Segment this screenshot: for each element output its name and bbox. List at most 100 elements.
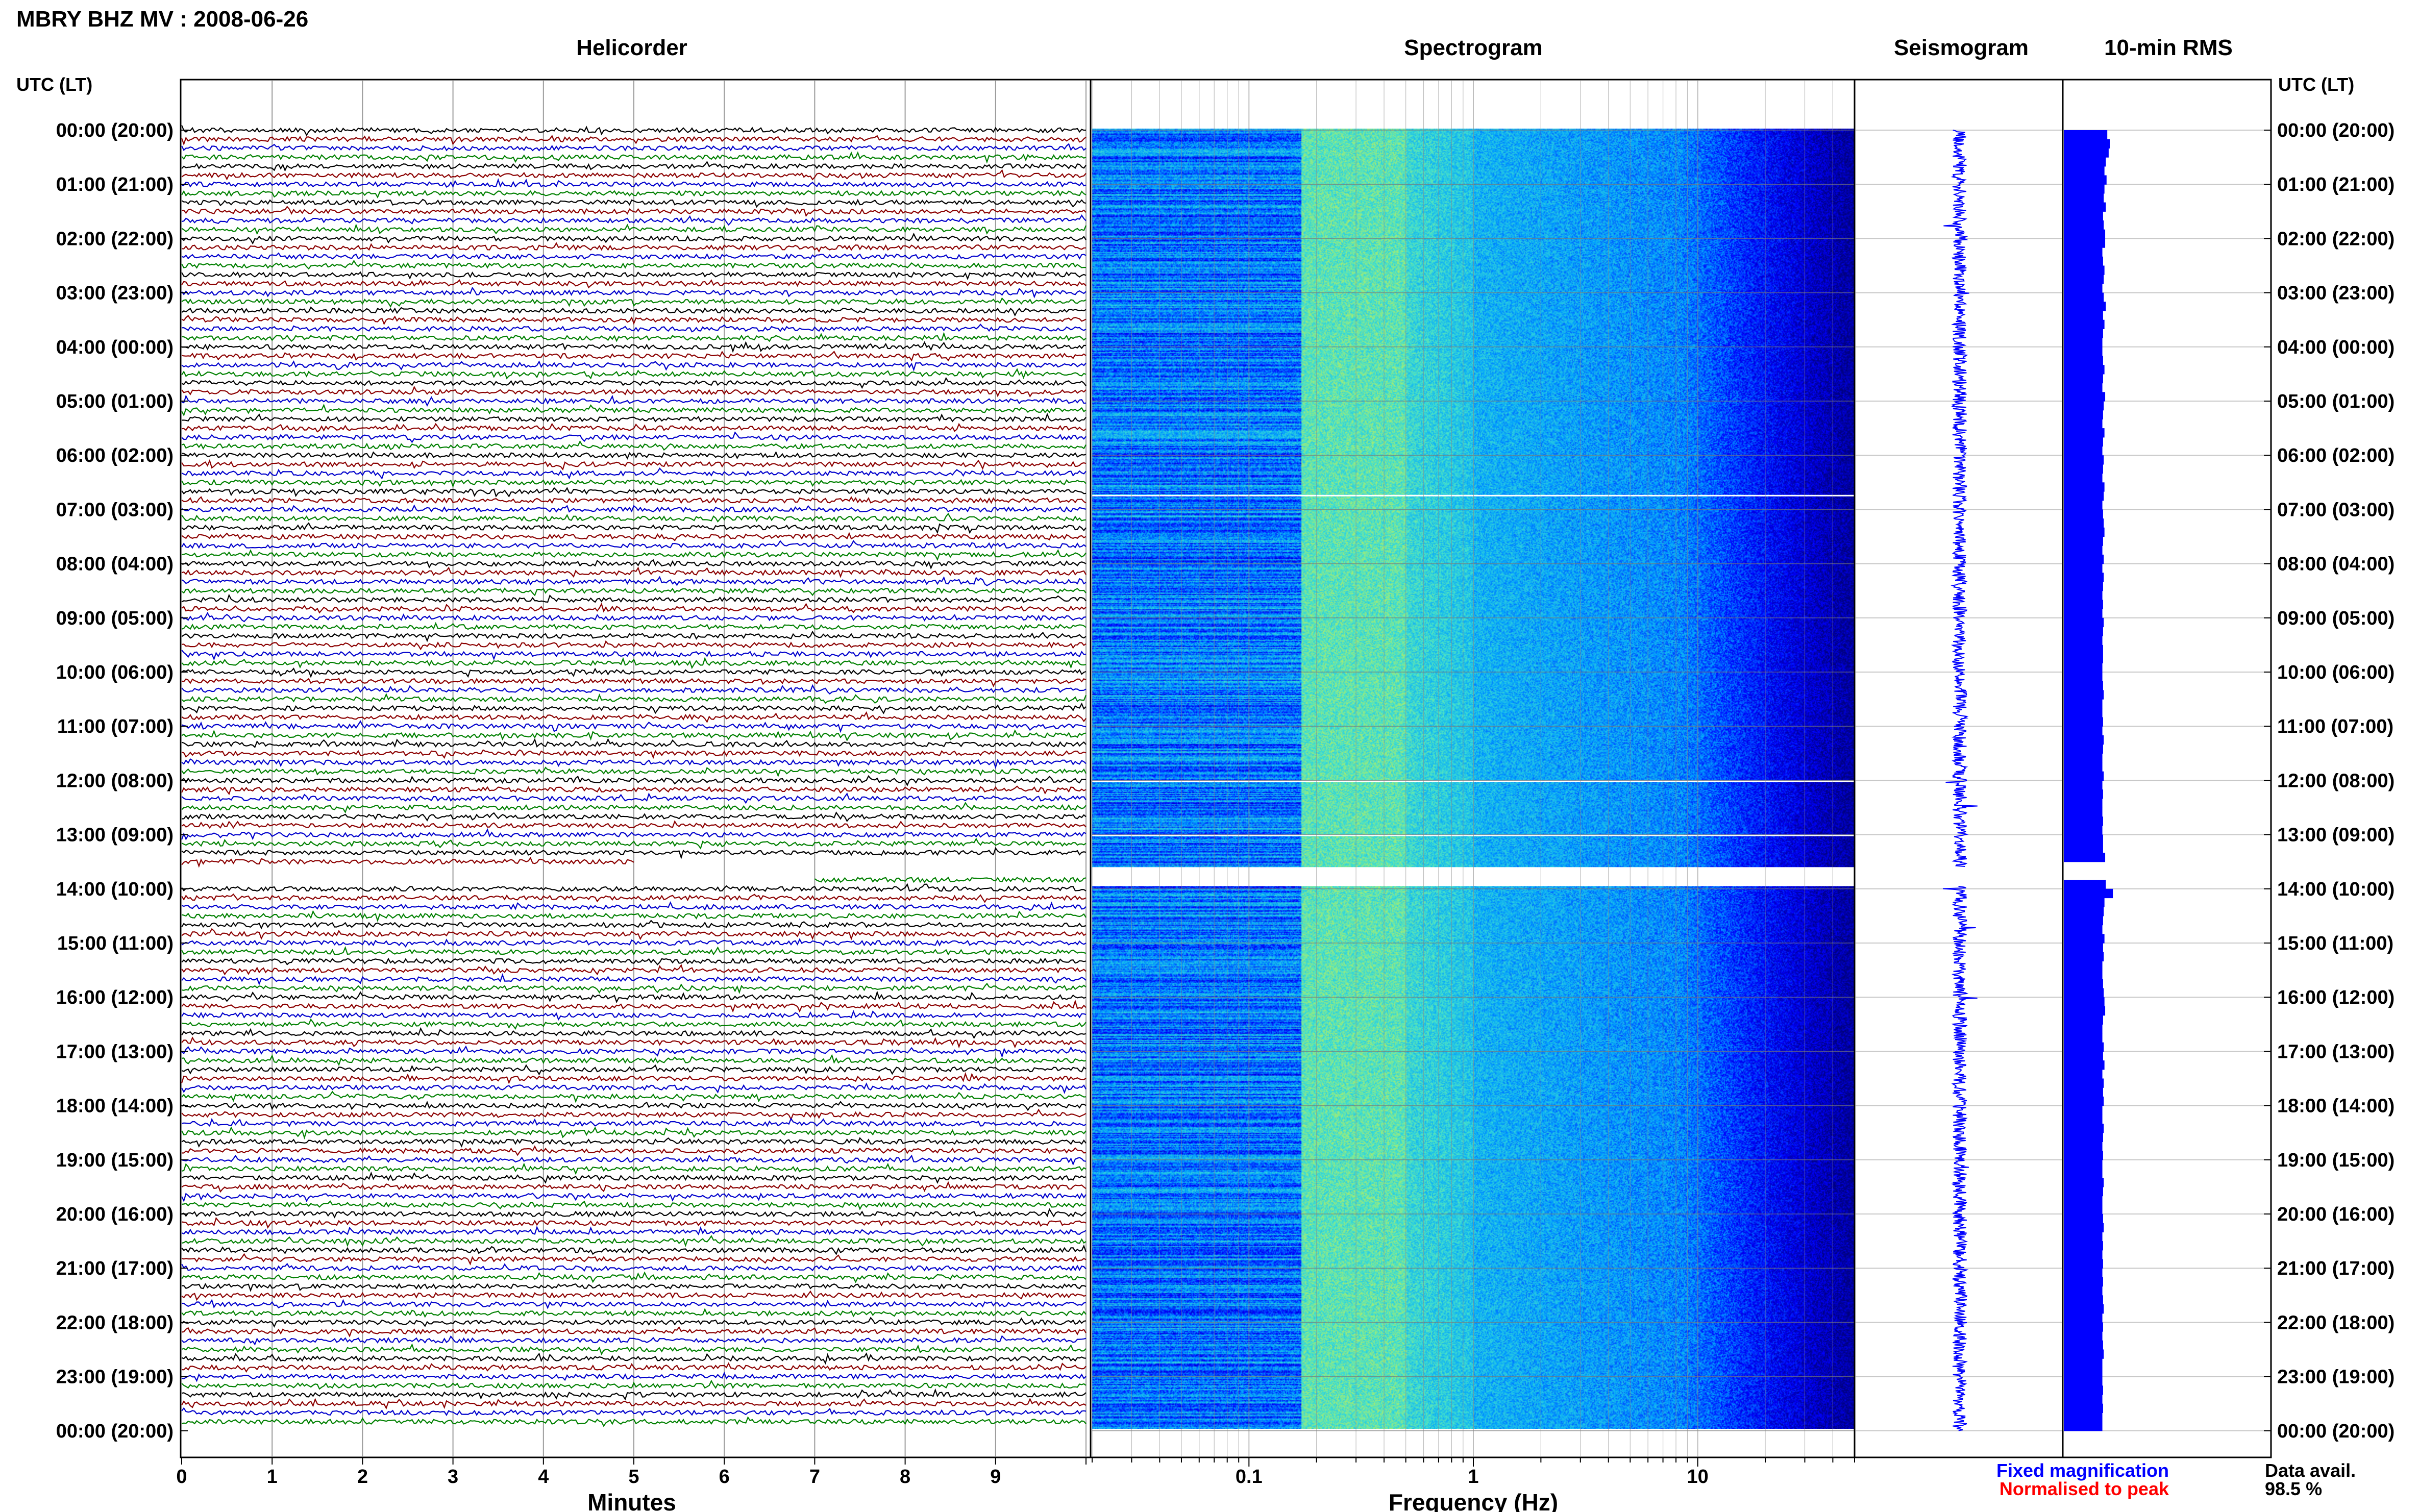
- helicorder-traces: [181, 125, 1087, 1427]
- rms-bar: [2064, 148, 2109, 158]
- rms-bar: [2064, 1295, 2103, 1305]
- rms-bar: [2064, 762, 2103, 772]
- rms-bar: [2064, 1349, 2104, 1359]
- time-label-right: 04:00 (00:00): [2277, 337, 2395, 358]
- helicorder-trace-row: [181, 512, 1087, 523]
- rms-bar: [2064, 771, 2104, 781]
- helicorder-trace-row: [181, 1054, 1087, 1067]
- time-label-left: 20:00 (16:00): [56, 1204, 174, 1225]
- helicorder-trace-row: [181, 1126, 1087, 1140]
- rms-bar: [2064, 437, 2103, 447]
- time-label-left: 12:00 (08:00): [56, 770, 174, 791]
- helicorder-trace-row: [181, 1262, 1087, 1273]
- rms-bar: [2064, 175, 2107, 185]
- rms-bar: [2064, 925, 2103, 934]
- rms-bar: [2064, 915, 2103, 926]
- time-label-left: 04:00 (00:00): [56, 337, 174, 358]
- helicorder-trace-row: [181, 630, 1087, 642]
- rms-bar: [2064, 1033, 2103, 1043]
- rms-bar: [2064, 726, 2103, 736]
- helicorder-trace-row: [181, 549, 1087, 561]
- time-label-right: 14:00 (10:00): [2277, 879, 2395, 900]
- rms-bar: [2064, 329, 2103, 338]
- time-label-right: 23:00 (19:00): [2277, 1367, 2395, 1388]
- utc-label-left: UTC (LT): [16, 74, 92, 95]
- rms-bar: [2064, 211, 2103, 221]
- helicorder-trace-row: [181, 837, 1087, 850]
- time-label-left: 05:00 (01:00): [56, 391, 174, 412]
- helicorder-trace-row: [181, 242, 1086, 253]
- time-label-left: 09:00 (05:00): [56, 608, 174, 629]
- rms-bar: [2064, 1250, 2103, 1260]
- rms-bar: [2064, 500, 2103, 510]
- helicorder-trace-row: [181, 522, 1087, 534]
- helicorder-trace-row: [181, 1352, 1087, 1365]
- helicorder-trace-row: [181, 1299, 1087, 1309]
- helicorder-trace-row: [181, 1371, 1087, 1382]
- rms-bar: [2064, 130, 2108, 140]
- helicorder-trace-row: [181, 1064, 1087, 1076]
- rms-bar: [2064, 229, 2106, 239]
- rms-bar: [2064, 1223, 2104, 1232]
- helicorder-trace-row: [181, 964, 1087, 976]
- time-label-left: 22:00 (18:00): [56, 1312, 174, 1333]
- helicorder-trace-row: [181, 394, 1087, 407]
- rms-bar: [2064, 319, 2105, 329]
- helicorder-trace-row: [181, 1343, 1087, 1356]
- helicorder-trace-row: [181, 1290, 1087, 1301]
- rms-bar: [2064, 455, 2104, 465]
- rms-bar: [2064, 943, 2103, 953]
- helicorder-trace-row: [181, 792, 1087, 804]
- helicorder-trace-row: [181, 766, 1087, 778]
- helicorder-trace-row: [181, 189, 1087, 199]
- helicorder-trace-row: [181, 559, 1087, 570]
- helicorder-trace-row: [181, 1154, 1087, 1166]
- data-availability-value: 98.5 %: [2265, 1478, 2322, 1499]
- rms-bar: [2064, 1268, 2103, 1278]
- time-label-right: 05:00 (01:00): [2277, 391, 2395, 412]
- time-label-left: 16:00 (12:00): [56, 987, 174, 1008]
- helicorder-trace-row: [181, 901, 1087, 911]
- rms-bar: [2064, 1385, 2103, 1395]
- helicorder-x-tick-label: 0: [176, 1466, 187, 1488]
- helicorder-trace-row: [181, 684, 1087, 695]
- spectrogram-x-axis-label: Frequency (Hz): [1389, 1489, 1558, 1512]
- rms-bar: [2064, 392, 2106, 402]
- rms-bar: [2064, 1313, 2103, 1323]
- helicorder-trace-row: [181, 286, 1087, 299]
- helicorder-trace-row: [181, 324, 1087, 333]
- rms-bar: [2064, 681, 2103, 690]
- helicorder-trace-row: [181, 1283, 1087, 1293]
- helicorder-trace-row: [181, 368, 1087, 380]
- rms-bar: [2064, 518, 2104, 528]
- helicorder-trace-row: [181, 467, 1087, 480]
- rms-bar: [2064, 798, 2103, 808]
- rms-bar: [2064, 482, 2105, 492]
- rms-bar: [2064, 753, 2103, 763]
- rms-bar: [2064, 816, 2103, 826]
- helicorder-trace-row: [181, 223, 1087, 235]
- helicorder-trace-row: [181, 306, 1087, 317]
- time-label-right: 09:00 (05:00): [2277, 608, 2395, 629]
- rms-bar: [2064, 1395, 2103, 1404]
- rms-bar: [2064, 654, 2103, 663]
- helicorder-trace-row: [181, 377, 1087, 389]
- utc-label-right: UTC (LT): [2278, 74, 2354, 95]
- rms-bar: [2064, 961, 2103, 971]
- time-label-right: 00:00 (20:00): [2277, 1421, 2395, 1442]
- helicorder-trace-row: [181, 802, 1087, 814]
- rms-bar: [2064, 735, 2104, 745]
- time-label-right: 12:00 (08:00): [2277, 770, 2395, 791]
- rms-bar: [2064, 1277, 2103, 1287]
- helicorder-trace-row: [181, 946, 1087, 956]
- helicorder-trace-row: [181, 938, 1087, 948]
- helicorder-trace-row: [181, 1137, 1087, 1148]
- time-labels-left: 00:00 (20:00) 01:00 (21:00) 02:00 (22:00) 0…: [56, 120, 188, 1442]
- helicorder-trace-row: [181, 667, 1087, 678]
- helicorder-trace-row: [181, 650, 1087, 661]
- rms-bar: [2064, 527, 2105, 537]
- helicorder-x-tick-label: 2: [357, 1466, 368, 1488]
- helicorder-trace-row: [181, 431, 1087, 443]
- time-label-left: 01:00 (21:00): [56, 174, 174, 195]
- rms-bar: [2064, 1105, 2103, 1115]
